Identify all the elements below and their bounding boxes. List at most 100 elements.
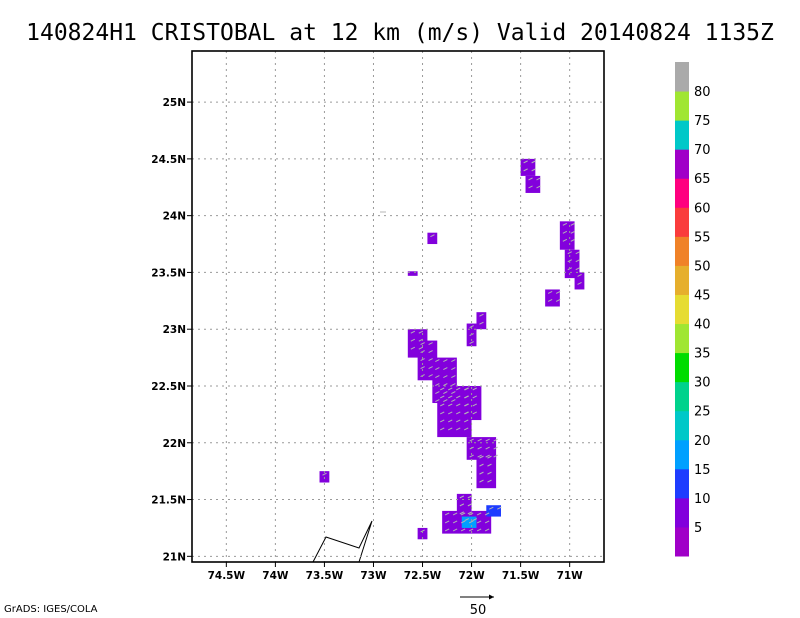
colorbar-label: 60	[694, 201, 711, 216]
wind-cell	[574, 272, 585, 290]
wind-vector	[484, 528, 490, 532]
wind-vector	[477, 454, 482, 458]
wind-vector	[562, 222, 568, 226]
wind-vector	[452, 520, 458, 524]
wind-vector	[476, 520, 482, 524]
plot-frame	[191, 50, 605, 563]
wind-vector	[418, 330, 424, 334]
wind-vector	[555, 291, 561, 294]
wind-vector	[575, 251, 580, 255]
wind-vector	[469, 454, 474, 458]
wind-vector	[435, 399, 440, 403]
wind-vector	[562, 230, 568, 234]
wind-vector	[435, 359, 440, 363]
colorbar-label: 5	[694, 521, 702, 536]
wind-vector	[420, 366, 425, 370]
wind-vector	[476, 512, 482, 516]
y-tick-label: 24.5N	[151, 154, 186, 166]
wind-vector	[570, 222, 576, 226]
wind-cell	[559, 221, 575, 250]
wind-vector	[467, 503, 473, 507]
wind-vector	[459, 511, 465, 515]
colorbar-swatch	[675, 352, 689, 383]
colorbar-label: 35	[694, 347, 711, 362]
wind-vector	[575, 267, 580, 271]
colorbar-swatch	[675, 149, 689, 179]
x-tick-label: 71.5W	[502, 570, 540, 582]
y-tick-label: 21.5N	[151, 495, 186, 507]
wind-vector	[443, 391, 448, 395]
wind-vector	[440, 419, 445, 423]
wind-vector	[577, 281, 582, 285]
wind-vector	[493, 446, 498, 450]
wind-vector	[472, 411, 477, 415]
y-tick-label: 24N	[163, 211, 186, 223]
wind-cell	[486, 505, 501, 517]
wind-vector	[456, 395, 461, 399]
wind-vector	[444, 528, 450, 532]
x-tick-label: 71W	[557, 570, 584, 582]
wind-cell	[564, 249, 580, 279]
colorbar-swatch	[675, 526, 689, 557]
reference-vector-label: 50	[470, 603, 487, 618]
wind-vector	[440, 395, 445, 399]
x-tick-label: 73.5W	[306, 570, 344, 582]
wind-vector	[479, 463, 484, 467]
wind-vector	[451, 383, 456, 387]
wind-vector	[547, 299, 553, 302]
wind-vector	[477, 446, 482, 450]
wind-vector	[443, 399, 448, 403]
wind-vector	[460, 528, 466, 532]
colorbar-swatch	[675, 120, 689, 150]
wind-vector	[456, 427, 461, 431]
wind-vector	[464, 387, 469, 391]
y-tick-label: 25N	[163, 97, 186, 109]
colorbar-swatch	[675, 62, 689, 92]
wind-vector	[493, 454, 498, 458]
y-tick-label: 23.5N	[151, 267, 186, 279]
wind-vector	[448, 403, 453, 407]
colorbar-label: 30	[694, 376, 711, 391]
wind-cell	[476, 454, 497, 489]
wind-vector	[456, 387, 461, 391]
wind-vector	[443, 375, 448, 379]
x-tick-label: 74W	[262, 570, 289, 582]
wind-vector	[444, 520, 450, 524]
wind-vector	[410, 330, 416, 334]
wind-vector	[487, 455, 492, 459]
wind-vector	[448, 427, 453, 431]
wind-vector	[493, 438, 498, 442]
wind-vector	[562, 238, 568, 242]
wind-vector	[410, 346, 416, 350]
wind-cell	[407, 271, 418, 276]
wind-vector	[487, 471, 492, 475]
colorbar-label: 10	[694, 492, 711, 507]
wind-vector	[464, 395, 469, 399]
colorbar-label: 75	[694, 114, 711, 129]
wind-vector	[428, 366, 433, 370]
wind-vector	[489, 506, 494, 510]
wind-cell	[520, 158, 536, 176]
wind-vector	[456, 411, 461, 415]
wind-cell	[461, 516, 477, 528]
grid-lines	[192, 51, 604, 562]
wind-vector	[577, 273, 582, 277]
x-tick-label: 73W	[360, 570, 387, 582]
wind-vector	[452, 512, 458, 516]
wind-vector	[451, 399, 456, 403]
wind-cell	[319, 471, 330, 483]
colorbar-label: 15	[694, 463, 711, 478]
wind-cell	[545, 289, 560, 307]
colorbar-label: 20	[694, 434, 711, 449]
wind-cell	[476, 312, 487, 330]
wind-vector	[440, 427, 445, 431]
colorbar-swatch	[675, 91, 689, 121]
wind-vector	[451, 359, 456, 363]
wind-vector	[528, 185, 533, 189]
colorbar-label: 80	[694, 85, 711, 100]
wind-vector	[472, 387, 477, 391]
wind-vector	[435, 383, 440, 387]
wind-vector	[430, 234, 435, 238]
wind-vector	[536, 177, 541, 181]
